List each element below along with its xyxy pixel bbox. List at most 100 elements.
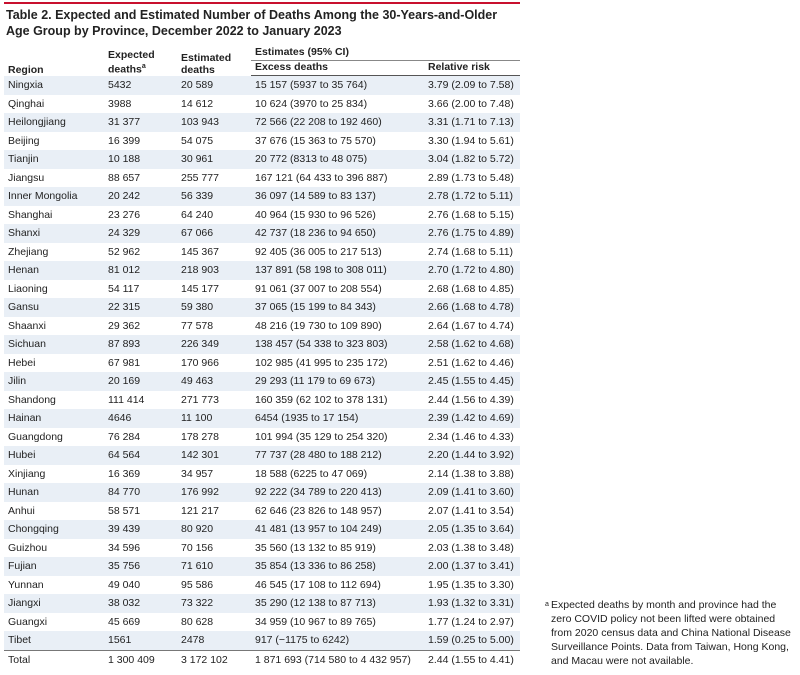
- cell: 71 610: [177, 557, 251, 576]
- cell: 3.04 (1.82 to 5.72): [424, 150, 521, 169]
- cell: 2.34 (1.46 to 4.33): [428, 430, 514, 443]
- cell: 49 040: [108, 578, 141, 591]
- cell: 92 222 (34 789 to 220 413): [251, 483, 424, 502]
- cell: 20 589: [177, 75, 251, 95]
- cell: 67 981: [108, 356, 141, 369]
- table-row: Hainan 4646 11 100 6454 (1935 to 17 154) 2.3…: [4, 409, 521, 428]
- cell: 2.76 (1.68 to 5.15): [428, 208, 514, 221]
- cell: 11 100: [177, 409, 251, 428]
- cell: 77 578: [181, 319, 214, 332]
- cell: 35 560 (13 132 to 85 919): [255, 541, 376, 554]
- table-row: Jiangsu 88 657 255 777 167 121 (64 433 to 3…: [4, 169, 520, 188]
- cell: 88 657: [108, 171, 141, 184]
- cell: Hubei: [4, 446, 104, 465]
- table-row: Heilongjiang 31 377 103 943 72 566 (22 208 …: [4, 113, 521, 132]
- cell: Jilin: [4, 372, 104, 391]
- cell: 16 399: [108, 134, 141, 147]
- cell: 255 777: [181, 171, 219, 184]
- cell: Ningxia: [4, 75, 104, 95]
- cell: 2478: [177, 631, 251, 650]
- table-body: Ningxia 5432 20 589 15 157 (5937 to 35 764)…: [4, 75, 521, 669]
- data-table: Region Expected deathsa Estimated deaths…: [4, 46, 521, 669]
- table-row: Shanghai 23 276 64 240 40 964 (15 930 to 96…: [4, 206, 520, 225]
- cell: 1.95 (1.35 to 3.30): [428, 578, 514, 591]
- cell: Fujian: [4, 557, 104, 576]
- cell: 1.77 (1.24 to 2.97): [428, 615, 514, 628]
- cell: 2.05 (1.35 to 3.64): [424, 520, 521, 539]
- cell: 35 756: [104, 557, 177, 576]
- cell: Guangxi: [8, 615, 48, 628]
- cell: 2.39 (1.42 to 4.69): [424, 409, 521, 428]
- cell: Zhejiang: [8, 245, 49, 258]
- cell: 31 377: [104, 113, 177, 132]
- cell: Hunan: [4, 483, 104, 502]
- cell: 10 188: [104, 150, 177, 169]
- cell: 76 284: [108, 430, 141, 443]
- cell: 2.89 (1.73 to 5.48): [428, 171, 514, 184]
- cell: 58 571: [108, 504, 141, 517]
- cell: 1561: [104, 631, 177, 650]
- cell: 91 061 (37 007 to 208 554): [255, 282, 382, 295]
- table-row: Chongqing 39 439 80 920 41 481 (13 957 to 1…: [4, 520, 521, 539]
- cell: 42 737 (18 236 to 94 650): [251, 224, 424, 243]
- cell: Jiangxi: [4, 594, 104, 613]
- cell: 2.44 (1.56 to 4.39): [428, 393, 514, 406]
- cell: 38 032: [104, 594, 177, 613]
- cell: 18 588 (6225 to 47 069): [255, 467, 368, 480]
- cell: 15 157 (5937 to 35 764): [251, 75, 424, 95]
- cell: 2.14 (1.38 to 3.88): [428, 467, 514, 480]
- cell: 37 065 (15 199 to 84 343): [251, 298, 424, 317]
- cell: 145 177: [181, 282, 219, 295]
- cell: 178 278: [181, 430, 219, 443]
- table-row: Tianjin 10 188 30 961 20 772 (8313 to 48 07…: [4, 150, 521, 169]
- cell: Sichuan: [4, 335, 104, 354]
- cell: 30 961: [177, 150, 251, 169]
- cell: 2.70 (1.72 to 4.80): [424, 261, 521, 280]
- cell: Henan: [4, 261, 104, 280]
- cell: 73 322: [177, 594, 251, 613]
- cell: 2.44 (1.55 to 4.41): [424, 649, 521, 669]
- cell: Qinghai: [8, 97, 45, 110]
- cell: 170 966: [181, 356, 219, 369]
- cell: 29 362: [108, 319, 141, 332]
- header-relative-risk: Relative risk: [424, 60, 521, 76]
- cell: 72 566 (22 208 to 192 460): [251, 113, 424, 132]
- cell: 35 854 (13 336 to 86 258): [251, 557, 424, 576]
- footnote-marker: a: [545, 601, 549, 608]
- cell: 2.07 (1.41 to 3.54): [428, 504, 514, 517]
- table-row: Shanxi 24 329 67 066 42 737 (18 236 to 94 6…: [4, 224, 521, 243]
- cell: 70 156: [181, 541, 214, 554]
- table-row: Xinjiang 16 369 34 957 18 588 (6225 to 47 0…: [4, 465, 520, 484]
- cell: Beijing: [8, 134, 40, 147]
- table-row: Shaanxi 29 362 77 578 48 216 (19 730 to 109…: [4, 317, 520, 336]
- footnote: a Expected deaths by month and province h…: [545, 598, 791, 668]
- cell: Tibet: [4, 631, 104, 650]
- cell: 34 596: [108, 541, 141, 554]
- cell: Chongqing: [4, 520, 104, 539]
- header-excess: Excess deaths: [251, 60, 424, 76]
- cell: 2.58 (1.62 to 4.68): [424, 335, 521, 354]
- footnote-marker: a: [141, 63, 146, 70]
- cell: Inner Mongolia: [4, 187, 104, 206]
- cell: 2.09 (1.41 to 3.60): [424, 483, 521, 502]
- header-region: Region: [8, 63, 44, 76]
- cell: 20 242: [104, 187, 177, 206]
- cell: 54 117: [108, 282, 140, 295]
- table-row: Guangxi 45 669 80 628 34 959 (10 967 to 89 …: [4, 613, 520, 632]
- header-expected: Expected deathsa: [104, 46, 177, 76]
- cell: 36 097 (14 589 to 83 137): [251, 187, 424, 206]
- cell: 46 545 (17 108 to 112 694): [255, 578, 381, 591]
- cell: Hebei: [8, 356, 36, 369]
- table-row: Sichuan 87 893 226 349 138 457 (54 338 to 3…: [4, 335, 521, 354]
- cell: 39 439: [104, 520, 177, 539]
- cell: 176 992: [177, 483, 251, 502]
- cell: 14 612: [181, 97, 214, 110]
- cell: 917 (−1175 to 6242): [251, 631, 424, 650]
- table-row: Yunnan 49 040 95 586 46 545 (17 108 to 112 …: [4, 576, 520, 595]
- cell: 2.78 (1.72 to 5.11): [424, 187, 521, 206]
- cell: 218 903: [177, 261, 251, 280]
- cell: 10 624 (3970 to 25 834): [255, 97, 368, 110]
- cell: 45 669: [108, 615, 141, 628]
- cell: 84 770: [104, 483, 177, 502]
